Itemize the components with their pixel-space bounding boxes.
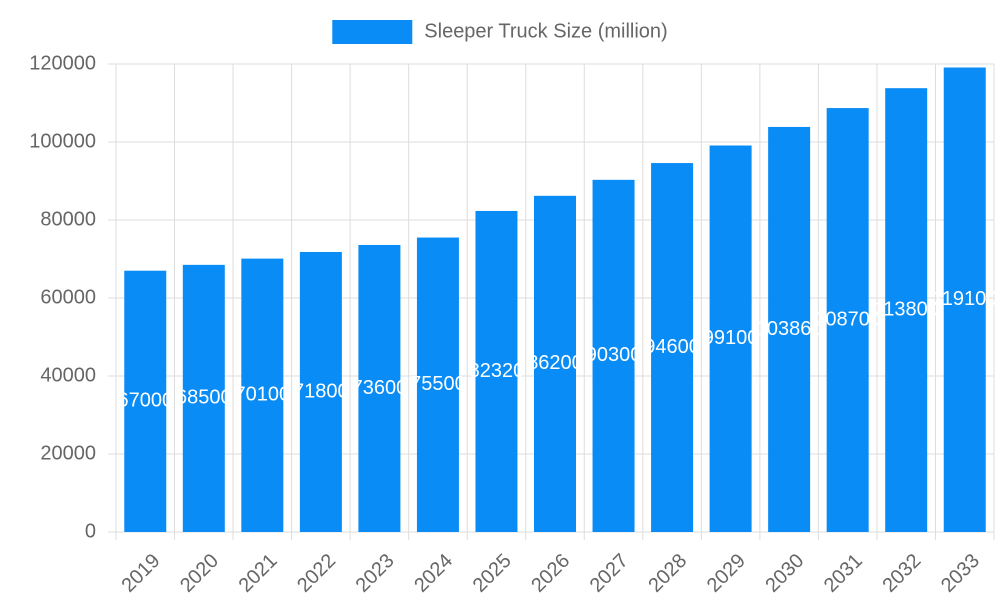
x-tick-label: 2023	[352, 550, 399, 597]
x-tick-label: 2030	[761, 550, 808, 597]
value-label: 70100	[235, 384, 291, 406]
x-tick-label: 2028	[644, 550, 691, 597]
legend-label: Sleeper Truck Size (million)	[424, 20, 667, 42]
x-tick-label: 2020	[176, 550, 223, 597]
y-tick-label: 80000	[40, 208, 96, 230]
bar	[358, 244, 401, 532]
x-tick-label: 2026	[527, 550, 574, 597]
value-label: 119100	[932, 288, 997, 310]
y-tick-label: 0	[85, 520, 96, 542]
value-label: 108700	[814, 308, 881, 330]
value-label: 73600	[352, 377, 408, 399]
x-tick-label: 2027	[586, 550, 633, 597]
bar	[534, 195, 576, 532]
y-tick-label: 40000	[40, 364, 96, 386]
bar	[651, 163, 694, 532]
y-tick-label: 60000	[40, 286, 96, 308]
bar	[943, 67, 986, 532]
value-label: 71800	[293, 380, 349, 402]
legend-swatch	[332, 20, 413, 44]
value-label: 67000	[117, 390, 173, 412]
x-tick-label: 2029	[703, 550, 750, 597]
bar	[182, 264, 225, 532]
bar	[416, 237, 459, 533]
value-label: 94600	[644, 336, 700, 358]
y-tick-label: 100000	[29, 130, 96, 152]
value-label: 75500	[410, 373, 466, 395]
bar	[709, 145, 752, 532]
y-tick-label: 20000	[40, 442, 96, 464]
bar	[826, 108, 869, 532]
x-tick-label: 2024	[410, 550, 457, 597]
x-tick-label: 2019	[118, 550, 165, 597]
bar	[768, 126, 811, 533]
value-label: 113800	[874, 298, 939, 320]
value-label: 99100	[703, 327, 759, 349]
bar	[475, 210, 518, 532]
x-tick-label: 2022	[293, 550, 340, 597]
bar	[299, 251, 342, 533]
value-label: 82320	[469, 360, 525, 382]
y-tick-label: 120000	[29, 52, 96, 74]
x-tick-label: 2033	[937, 550, 984, 597]
value-label: 90300	[586, 344, 642, 366]
x-tick-label: 2021	[235, 550, 282, 597]
bar	[124, 270, 167, 532]
bar	[241, 258, 284, 532]
x-tick-label: 2031	[820, 550, 867, 597]
bar	[885, 88, 928, 533]
x-tick-label: 2032	[878, 550, 925, 597]
value-label: 68500	[176, 387, 232, 409]
value-label: 103860	[756, 318, 823, 340]
bar	[592, 179, 635, 532]
value-label: 86200	[527, 352, 583, 374]
x-tick-label: 2025	[469, 550, 516, 597]
